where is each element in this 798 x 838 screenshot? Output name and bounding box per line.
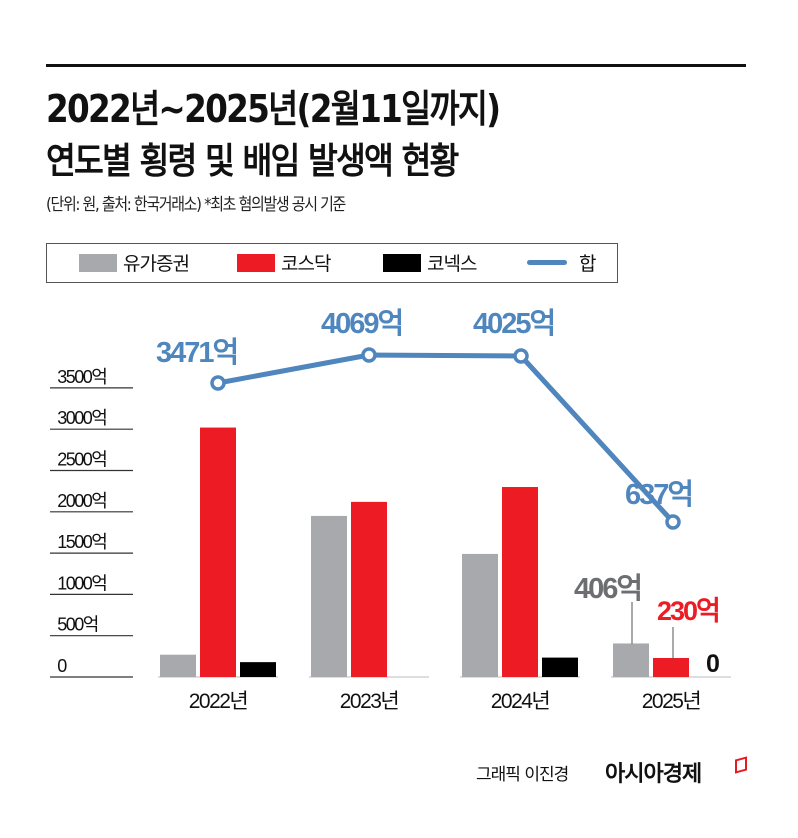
- legend: 유가증권 코스닥 코넥스 합: [46, 243, 618, 283]
- konex-2025-label: 0: [706, 650, 720, 678]
- legend-item-konex: 코넥스: [383, 244, 477, 281]
- y-tick-label: 0: [57, 656, 67, 676]
- legend-item-kospi: 유가증권: [79, 244, 190, 281]
- x-tick-label: 2024년: [491, 690, 550, 713]
- chart-title-line2: 연도별 횡령 및 배임 발생액 현황: [46, 141, 459, 182]
- y-tick-label: 2500억: [57, 450, 106, 470]
- legend-item-kosdaq: 코스닥: [237, 244, 331, 281]
- y-tick-label: 3500억: [57, 367, 106, 387]
- total-value-label: 4025억: [473, 307, 554, 340]
- brand-logo: 아시아경제: [605, 762, 702, 787]
- y-gridlines: 0 500억 1000억 1500억 2000억 2500억 3000억 3500억: [50, 367, 133, 678]
- bar-kospi: [613, 643, 649, 677]
- kosdaq-2025-label: 230억: [657, 596, 719, 626]
- total-point: [210, 375, 226, 391]
- legend-label: 코스닥: [281, 253, 331, 275]
- chart-title: 2022년~2025년(2월11일까지): [46, 87, 501, 131]
- legend-swatch-kosdaq: [237, 253, 275, 272]
- x-tick-label: 2023년: [340, 690, 399, 713]
- bars: [158, 427, 731, 678]
- legend-label: 유가증권: [123, 253, 190, 275]
- bar-kosdaq: [653, 658, 689, 677]
- y-tick-label: 3000억: [57, 408, 106, 428]
- legend-label: 합: [579, 253, 597, 275]
- x-tick-label: 2025년: [642, 690, 701, 713]
- bar-kosdaq: [502, 487, 538, 677]
- bar-konex: [542, 657, 578, 677]
- y-tick-label: 2000억: [57, 491, 106, 511]
- total-value-label: 3471억: [156, 336, 237, 369]
- y-tick-label: 500억: [57, 615, 98, 635]
- total-point: [513, 348, 529, 364]
- legend-swatch-konex: [383, 253, 421, 272]
- data-labels: 2022년 2023년 2024년 2025년 406억 230억 0: [189, 572, 721, 713]
- x-tick-label: 2022년: [189, 690, 248, 713]
- total-point: [361, 347, 377, 363]
- kospi-2025-label: 406억: [574, 572, 641, 605]
- total-value-label: 4069억: [321, 307, 402, 340]
- graphic-credit: 그래픽 이진경: [476, 765, 569, 785]
- bar-konex: [240, 662, 276, 677]
- legend-swatch-kospi: [79, 253, 117, 272]
- bar-kospi: [462, 553, 498, 677]
- chart-subtitle: (단위: 원, 출처: 한국거래소) *최초 혐의발생 공시 기준: [46, 195, 346, 215]
- bar-kosdaq: [351, 501, 387, 677]
- total-line: 3471억 4069억 4025억 637억: [156, 307, 694, 530]
- y-tick-label: 1500억: [57, 532, 106, 552]
- legend-line-total: [527, 260, 567, 265]
- bar-kospi: [311, 515, 347, 677]
- total-polyline: [217, 352, 675, 524]
- total-value-label: 637억: [625, 478, 692, 511]
- total-point: [665, 514, 681, 530]
- y-tick-label: 1000억: [57, 573, 106, 593]
- title-rule: [46, 64, 746, 67]
- bar-kosdaq: [200, 427, 236, 677]
- legend-label: 코넥스: [427, 253, 477, 275]
- legend-item-total: 합: [527, 244, 597, 281]
- bar-kospi: [160, 654, 196, 677]
